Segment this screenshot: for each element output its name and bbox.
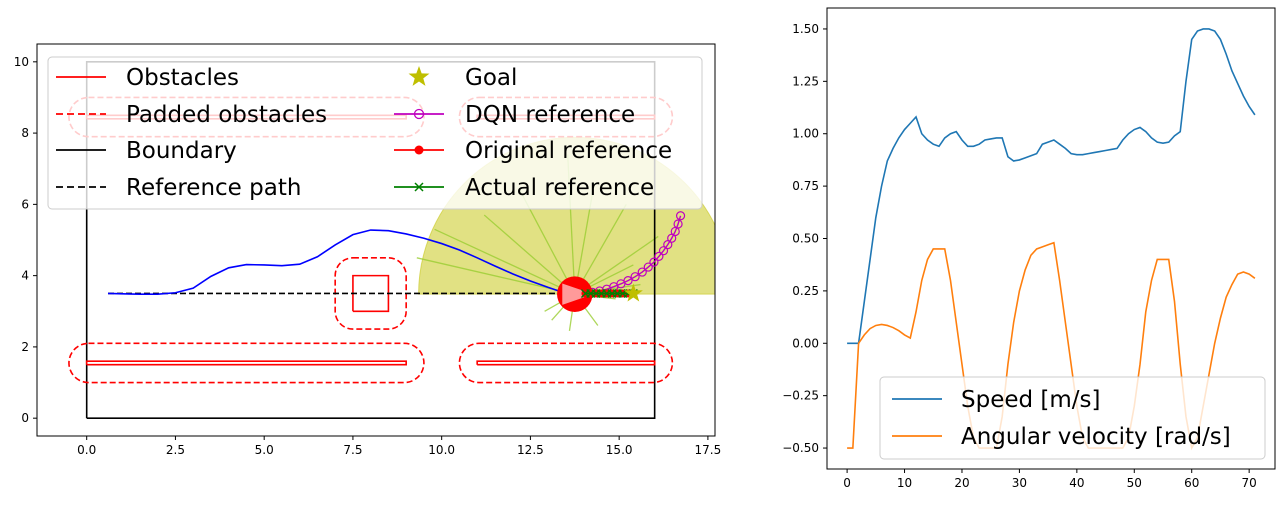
x-tick-label: 50 [1127,476,1142,490]
dqn-reference-point [630,272,640,282]
dqn-reference-point [654,251,664,261]
y-tick-label: 2 [21,340,29,354]
legend-label: Goal [465,65,517,91]
y-tick-label: −0.50 [782,441,819,455]
x-tick-label: 30 [1012,476,1027,490]
lidar-ray-5 [483,214,576,295]
x-tick-label: 20 [954,476,969,490]
dqn-reference-point [658,246,669,256]
x-tick-label: 15.0 [606,443,633,457]
map-plot: 0.0 2.5 5.0 7.5 10.0 12.5 15.0 17.5 0 2 4 6 8 10 Obs… [14,43,722,457]
dqn-reference-point [649,257,659,267]
legend-marker [414,145,424,155]
x-tick-label: 5.0 [255,443,274,457]
series-line-0 [847,28,1256,345]
x-tick-label: 0.0 [77,443,96,457]
padded-obstacle-2 [458,342,674,384]
y-tick-label: 1.50 [792,22,819,36]
padded-obstacle-1 [68,342,425,384]
y-tick-label: 0.25 [792,284,819,298]
y-tick-label: 0.75 [792,179,819,193]
legend-swatch [408,66,430,86]
dqn-reference-point [643,262,653,272]
obstacle-2 [476,360,656,366]
legend-label: Reference path [126,175,301,201]
obstacle-1 [85,360,407,366]
legend-label: Padded obstacles [126,102,327,128]
x-tick-label: 7.5 [343,443,362,457]
y-tick-label: 0 [21,411,29,425]
legend-label: DQN reference [465,102,635,128]
dqn-reference-point [675,211,686,221]
x-tick-label: 10.0 [428,443,455,457]
x-tick-label: 2.5 [166,443,185,457]
legend-label: Actual reference [465,175,654,201]
legend-label: Speed [m/s] [961,387,1101,413]
goal-star [623,283,643,302]
map-plot-frame [36,43,716,437]
legend-marker [413,108,425,120]
y-tick-label: −0.25 [782,389,819,403]
x-tick-label: 40 [1069,476,1084,490]
obstacle-0 [352,274,390,313]
x-tick-label: 10 [897,476,912,490]
velocity-plot: 0 10 20 30 40 50 60 70 −0.50 −0.25 0.00 0.25 0.50 0.… [782,7,1276,490]
robot-trajectory [107,229,575,295]
legend-marker [414,182,424,192]
legend-frame [879,376,1266,460]
x-tick-label: 17.5 [695,443,722,457]
legend-frame [47,56,703,210]
velocity-legend: Speed [m/s] Angular velocity [rad/s] [879,376,1266,460]
y-tick-label: 6 [21,197,29,211]
legend-label: Angular velocity [rad/s] [961,424,1231,450]
y-tick-label: 1.00 [792,127,819,141]
legend-label: Original reference [465,138,672,164]
robot-heading [562,283,594,305]
dqn-reference-point [623,276,633,286]
legend-label: Boundary [126,138,237,164]
dqn-reference-point [673,219,683,229]
x-tick-label: 60 [1184,476,1199,490]
y-tick-label: 0.00 [792,336,819,350]
x-tick-label: 0 [843,476,851,490]
map-legend: Obstacles Padded obstacles Boundary Referen… [47,56,703,210]
legend-label: Obstacles [126,65,239,91]
x-tick-label: 12.5 [517,443,544,457]
x-tick-label: 70 [1242,476,1257,490]
y-tick-label: 10 [14,55,29,69]
dqn-reference-point [637,267,647,277]
y-tick-label: 4 [21,269,29,283]
y-tick-label: 0.50 [792,232,819,246]
lidar-ray-6 [434,228,576,295]
y-tick-label: 8 [21,126,29,140]
y-tick-label: 1.25 [792,74,819,88]
